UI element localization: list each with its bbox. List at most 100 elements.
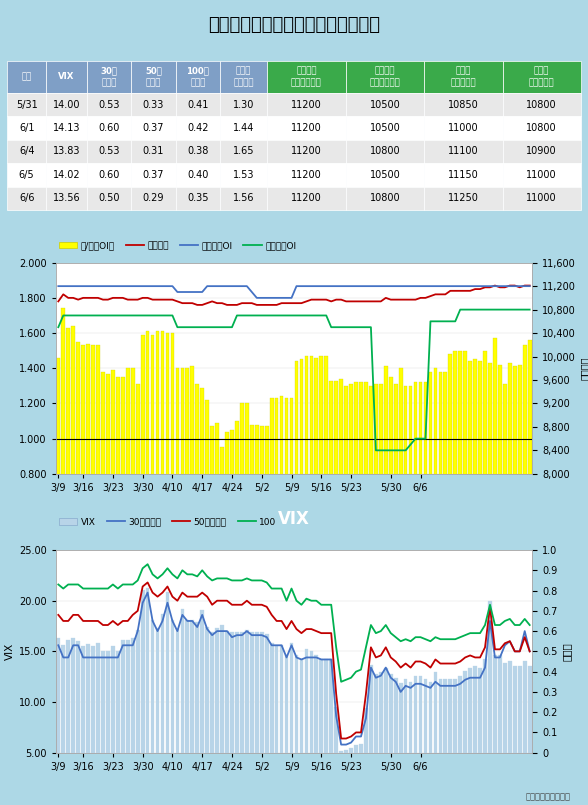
Bar: [404, 679, 407, 803]
Bar: [235, 421, 239, 614]
Bar: [176, 93, 220, 116]
Bar: [116, 377, 120, 614]
Y-axis label: 加權指數: 加權指數: [580, 357, 588, 380]
Bar: [275, 646, 279, 803]
Bar: [66, 640, 70, 803]
Bar: [245, 630, 249, 803]
Bar: [419, 382, 422, 614]
Bar: [275, 398, 279, 614]
Bar: [478, 361, 482, 614]
Text: 10500: 10500: [369, 123, 400, 133]
Bar: [299, 360, 303, 614]
Bar: [131, 163, 176, 187]
Bar: [46, 116, 87, 140]
Bar: [503, 187, 581, 210]
Bar: [459, 351, 462, 614]
Bar: [176, 60, 220, 93]
Bar: [299, 659, 303, 803]
Bar: [176, 187, 220, 210]
Bar: [181, 368, 184, 614]
Bar: [101, 650, 105, 803]
Bar: [285, 398, 289, 614]
Text: 1.44: 1.44: [233, 123, 255, 133]
Text: 0.31: 0.31: [143, 147, 164, 156]
Bar: [424, 60, 503, 93]
Bar: [260, 632, 263, 803]
Text: 0.60: 0.60: [98, 170, 120, 180]
Bar: [76, 641, 80, 803]
Text: 1.65: 1.65: [233, 147, 255, 156]
Bar: [131, 368, 135, 614]
Bar: [503, 663, 507, 803]
Text: 14.13: 14.13: [53, 123, 81, 133]
Text: 11200: 11200: [291, 193, 322, 203]
Text: 10900: 10900: [526, 147, 557, 156]
Bar: [290, 643, 293, 803]
Bar: [364, 708, 368, 803]
Bar: [478, 668, 482, 803]
Text: 0.53: 0.53: [98, 147, 120, 156]
Bar: [7, 140, 46, 163]
Bar: [309, 356, 313, 614]
Bar: [453, 351, 457, 614]
Text: 11200: 11200: [291, 147, 322, 156]
Bar: [503, 93, 581, 116]
Bar: [270, 643, 273, 803]
Text: 10800: 10800: [369, 193, 400, 203]
Text: 賣買權
未平倉比: 賣買權 未平倉比: [233, 67, 254, 87]
Bar: [96, 345, 100, 614]
Bar: [171, 333, 174, 614]
Bar: [176, 368, 179, 614]
Text: 0.50: 0.50: [98, 193, 120, 203]
Bar: [453, 679, 457, 803]
Bar: [384, 668, 387, 803]
Bar: [136, 384, 139, 614]
Text: 11200: 11200: [291, 170, 322, 180]
Bar: [389, 377, 393, 614]
Bar: [285, 654, 289, 803]
Bar: [459, 675, 462, 803]
Bar: [46, 140, 87, 163]
Bar: [201, 610, 204, 803]
Bar: [230, 632, 234, 803]
Bar: [483, 351, 487, 614]
Bar: [483, 659, 487, 803]
Text: 11100: 11100: [448, 147, 479, 156]
Bar: [523, 661, 527, 803]
Bar: [344, 750, 348, 803]
Bar: [346, 163, 424, 187]
Bar: [508, 363, 512, 614]
Bar: [449, 679, 452, 803]
Bar: [267, 116, 346, 140]
Bar: [305, 649, 308, 803]
Bar: [346, 93, 424, 116]
Bar: [399, 368, 403, 614]
Bar: [498, 365, 502, 614]
Bar: [463, 351, 467, 614]
Bar: [409, 682, 412, 803]
Text: 1.56: 1.56: [233, 193, 255, 203]
Text: 0.41: 0.41: [187, 100, 209, 109]
Bar: [146, 588, 149, 803]
Text: 10500: 10500: [369, 170, 400, 180]
Bar: [295, 361, 298, 614]
Bar: [364, 382, 368, 614]
Bar: [513, 366, 517, 614]
Bar: [468, 361, 472, 614]
Bar: [379, 384, 383, 614]
Bar: [290, 398, 293, 614]
Bar: [245, 403, 249, 614]
Bar: [136, 630, 139, 803]
Bar: [354, 745, 358, 803]
Bar: [176, 116, 220, 140]
Text: 0.33: 0.33: [143, 100, 164, 109]
Bar: [346, 60, 424, 93]
Bar: [404, 386, 407, 614]
Bar: [166, 592, 169, 803]
Bar: [71, 638, 75, 803]
Text: 13.56: 13.56: [53, 193, 81, 203]
Bar: [86, 344, 90, 614]
Bar: [106, 650, 110, 803]
Bar: [424, 163, 503, 187]
Bar: [346, 187, 424, 210]
